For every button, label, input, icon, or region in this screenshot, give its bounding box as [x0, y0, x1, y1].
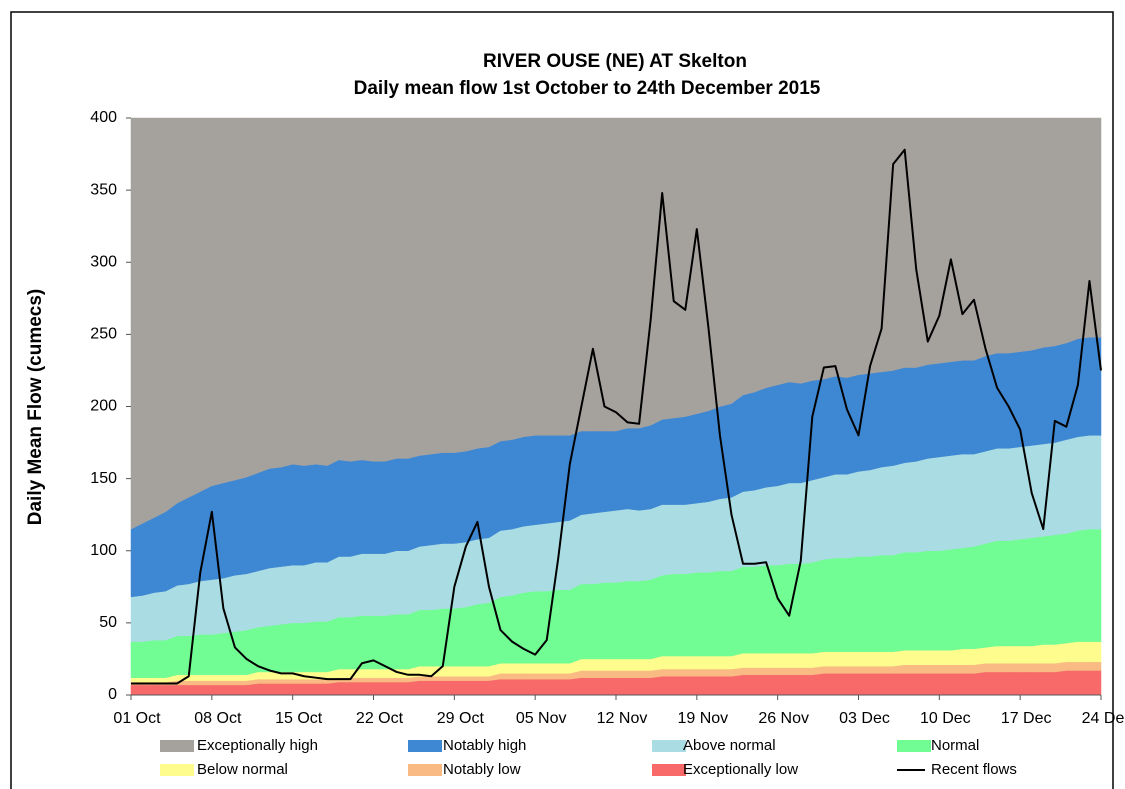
x-tick-label: 17 Dec — [1001, 710, 1052, 727]
x-tick-label: 12 Nov — [597, 710, 648, 727]
legend-label: Notably high — [443, 737, 526, 754]
y-tick-label: 200 — [90, 398, 117, 415]
chart-title: RIVER OUSE (NE) AT Skelton — [483, 51, 747, 72]
legend-swatch — [408, 764, 442, 776]
legend-label: Above normal — [683, 737, 776, 754]
x-tick-label: 26 Nov — [758, 710, 809, 727]
y-tick-label: 0 — [108, 686, 117, 703]
x-tick-label: 08 Oct — [194, 710, 242, 727]
x-tick-label: 03 Dec — [839, 710, 890, 727]
y-tick-label: 150 — [90, 470, 117, 487]
x-tick-label: 15 Oct — [275, 710, 323, 727]
line-series — [131, 148, 1102, 685]
y-axis-label: Daily Mean Flow (cumecs) — [25, 289, 46, 526]
y-tick-label: 100 — [90, 542, 117, 559]
legend-label: Below normal — [197, 761, 288, 778]
legend-label: Recent flows — [931, 761, 1017, 778]
area-band — [130, 117, 1102, 530]
chart-subtitle: Daily mean flow 1st October to 24th Dece… — [354, 78, 821, 99]
x-tick-label: 29 Oct — [437, 710, 485, 727]
y-tick-label: 250 — [90, 326, 117, 343]
legend-swatch — [897, 740, 931, 752]
x-tick-label: 19 Nov — [677, 710, 728, 727]
legend-swatch — [160, 764, 194, 776]
legend-label: Exceptionally low — [683, 761, 798, 778]
legend-label: Notably low — [443, 761, 521, 778]
legend-swatch — [652, 740, 686, 752]
legend-label: Exceptionally high — [197, 737, 318, 754]
legend-swatch — [652, 764, 686, 776]
y-tick-label: 400 — [90, 109, 117, 126]
legend-swatch — [408, 740, 442, 752]
x-tick-label: 24 Dec — [1082, 710, 1125, 727]
legend-swatch — [160, 740, 194, 752]
x-tick-label: 22 Oct — [356, 710, 404, 727]
x-tick-label: 01 Oct — [113, 710, 161, 727]
y-tick-label: 350 — [90, 181, 117, 198]
y-tick-label: 300 — [90, 253, 117, 270]
legend-label: Normal — [931, 737, 979, 754]
x-tick-label: 10 Dec — [920, 710, 971, 727]
y-tick-label: 50 — [99, 614, 117, 631]
x-tick-label: 05 Nov — [516, 710, 567, 727]
